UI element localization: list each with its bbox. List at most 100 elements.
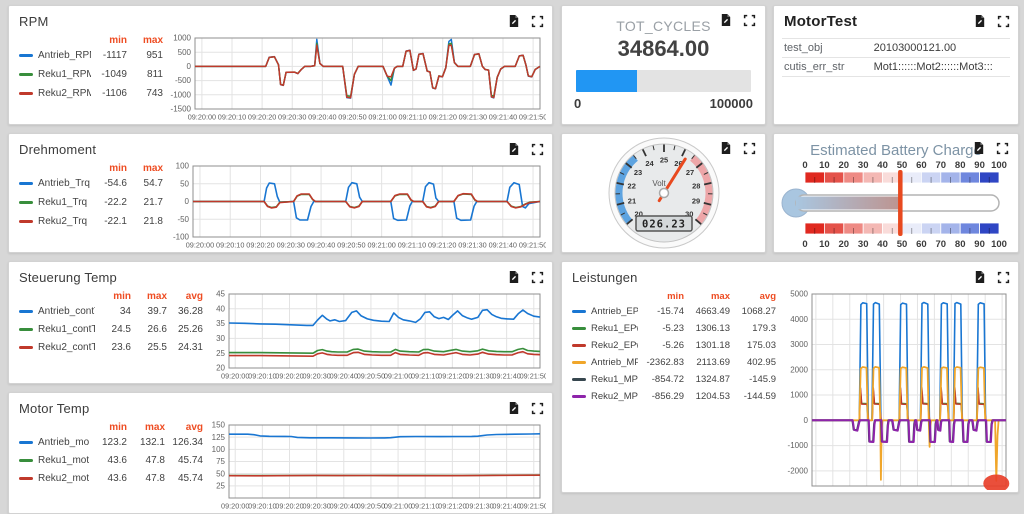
series-color-swatch xyxy=(19,220,33,223)
export-icon[interactable] xyxy=(973,14,987,28)
export-icon[interactable] xyxy=(972,141,986,155)
svg-text:24: 24 xyxy=(645,159,654,168)
svg-text:30: 30 xyxy=(216,334,225,343)
svg-text:40: 40 xyxy=(877,160,888,171)
series-stat: 402.95 xyxy=(730,357,776,368)
expand-icon[interactable] xyxy=(996,142,1009,155)
export-icon[interactable] xyxy=(719,141,733,155)
svg-text:21: 21 xyxy=(627,196,635,205)
svg-text:09:21:20: 09:21:20 xyxy=(429,113,457,122)
series-color-swatch xyxy=(572,395,586,398)
expand-icon[interactable] xyxy=(531,15,544,28)
panel-actions xyxy=(507,270,544,284)
svg-text:50: 50 xyxy=(216,469,225,478)
row-value: Mot1::::::Mot2::::::Mot3::: xyxy=(874,61,1008,73)
expand-icon[interactable] xyxy=(531,143,544,156)
svg-text:0: 0 xyxy=(185,197,190,206)
svg-text:09:21:50: 09:21:50 xyxy=(519,241,546,250)
series-color-swatch xyxy=(19,92,33,95)
svg-text:09:20:10: 09:20:10 xyxy=(248,372,276,381)
panel-body: minmaxavgAntrieb_motT123.2132.1126.34Rek… xyxy=(9,419,552,513)
tot-cycles-scale: 0 100000 xyxy=(574,96,753,111)
series-color-swatch xyxy=(19,346,33,349)
expand-icon[interactable] xyxy=(743,142,756,155)
legend-col-header: min xyxy=(95,291,131,302)
svg-text:29: 29 xyxy=(691,196,699,205)
series-color-swatch xyxy=(19,201,33,204)
expand-icon[interactable] xyxy=(743,14,756,27)
svg-text:100: 100 xyxy=(212,445,226,454)
svg-text:0: 0 xyxy=(187,62,192,71)
tot-cycles-value: 34864.00 xyxy=(562,36,765,62)
row-key: test_obj xyxy=(784,42,874,54)
svg-text:09:21:30: 09:21:30 xyxy=(465,502,493,511)
export-icon[interactable] xyxy=(973,270,987,284)
series-stat: 1301.18 xyxy=(684,340,730,351)
series-stat: 21.7 xyxy=(127,197,163,208)
expand-icon[interactable] xyxy=(531,402,544,415)
expand-icon[interactable] xyxy=(997,271,1010,284)
legend-col-header: min xyxy=(91,163,127,174)
svg-text:09:20:00: 09:20:00 xyxy=(186,241,214,250)
svg-text:-2000: -2000 xyxy=(788,466,809,475)
series-color-swatch xyxy=(19,73,33,76)
export-icon[interactable] xyxy=(719,13,733,27)
series-label: Antrieb_contT xyxy=(38,306,95,317)
svg-text:09:20:00: 09:20:00 xyxy=(188,113,216,122)
series-label: Reku2_Trq xyxy=(38,216,91,227)
legend-series-Reku1_motT[interactable]: Reku1_motT43.647.845.74 xyxy=(19,455,203,466)
panel-title: MotorTest xyxy=(784,13,857,30)
svg-text:09:21:50: 09:21:50 xyxy=(520,372,546,381)
legend-col-header: min xyxy=(638,291,684,302)
export-icon[interactable] xyxy=(507,270,521,284)
series-stat: 25.5 xyxy=(131,342,167,353)
series-stat: 1324.87 xyxy=(684,374,730,385)
svg-text:09:20:20: 09:20:20 xyxy=(275,372,303,381)
series-color-swatch xyxy=(19,310,33,313)
svg-text:-500: -500 xyxy=(175,76,192,85)
panel-actions xyxy=(719,141,756,155)
expand-icon[interactable] xyxy=(531,271,544,284)
export-icon[interactable] xyxy=(507,142,521,156)
expand-icon[interactable] xyxy=(997,15,1010,28)
export-icon[interactable] xyxy=(507,401,521,415)
series-stat: -145.9 xyxy=(730,374,776,385)
svg-text:09:21:10: 09:21:10 xyxy=(398,113,426,122)
svg-text:09:21:10: 09:21:10 xyxy=(411,502,439,511)
series-stat: 179.3 xyxy=(730,323,776,334)
panel-tot-cycles: TOT_CYCLES 34864.00 0 100000 xyxy=(561,5,766,125)
series-label: Reku2_EPwr xyxy=(591,340,638,351)
svg-text:09:20:50: 09:20:50 xyxy=(357,502,385,511)
export-icon[interactable] xyxy=(507,14,521,28)
svg-text:50: 50 xyxy=(180,179,189,188)
svg-text:100: 100 xyxy=(991,160,1007,171)
series-color-swatch xyxy=(19,182,33,185)
panel-actions xyxy=(973,270,1010,284)
